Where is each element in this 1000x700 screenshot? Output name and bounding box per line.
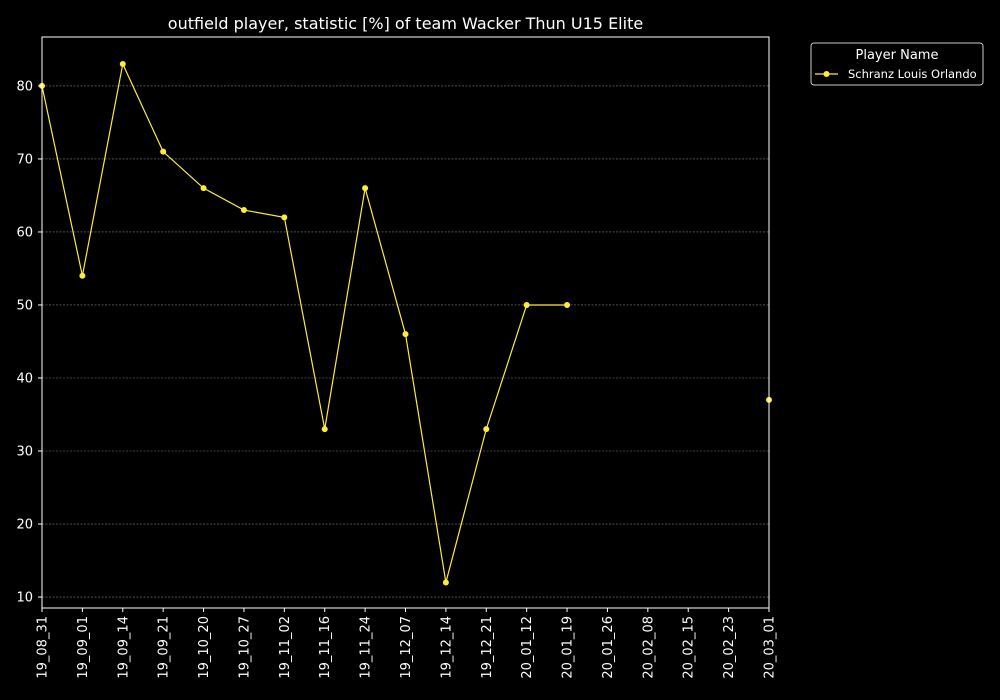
x-tick-label: 19_09_14: [116, 616, 131, 679]
data-point: [240, 207, 247, 214]
chart-title: outfield player, statistic [%] of team W…: [168, 14, 643, 33]
legend-title: Player Name: [856, 48, 939, 63]
x-tick-label: 20_01_26: [601, 616, 616, 679]
x-axis: 19_08_31 19_09_01 19_09_14 19_09_21 19_10_20…: [36, 608, 778, 679]
data-point: [523, 301, 530, 308]
x-tick-label: 19_12_14: [439, 616, 454, 679]
x-tick-label: 19_09_21: [157, 616, 172, 679]
plot-frame: [41, 36, 770, 609]
data-point: [160, 148, 167, 155]
data-point: [200, 185, 207, 192]
y-tick-label: 20: [16, 518, 33, 533]
x-tick-label: 20_02_23: [722, 616, 737, 679]
x-tick-label: 19_12_21: [480, 616, 495, 679]
data-point: [362, 185, 369, 192]
data-point: [442, 579, 449, 586]
x-tick-label: 19_11_16: [318, 616, 333, 679]
data-point: [483, 426, 490, 433]
legend-entry-label: Schranz Louis Orlando: [848, 67, 977, 81]
data-point: [281, 214, 288, 221]
y-tick-label: 80: [16, 79, 33, 94]
y-tick-label: 70: [16, 152, 33, 167]
x-tick-label: 19_11_02: [278, 616, 293, 679]
x-tick-label: 20_02_08: [641, 616, 656, 679]
x-tick-label: 20_02_15: [682, 616, 697, 679]
grid-lines: [42, 85, 769, 598]
x-tick-label: 19_08_31: [36, 616, 51, 679]
x-tick-label: 20_03_01: [763, 616, 778, 679]
x-tick-label: 20_01_19: [561, 616, 576, 679]
y-tick-label: 40: [16, 371, 33, 386]
x-tick-label: 19_10_27: [237, 616, 252, 679]
x-tick-label: 19_11_24: [359, 616, 374, 679]
data-point: [402, 331, 409, 338]
x-tick-label: 19_12_07: [399, 616, 414, 679]
data-point: [564, 301, 571, 308]
y-tick-label: 30: [16, 445, 33, 460]
x-tick-label: 20_01_12: [520, 616, 535, 679]
y-axis: 10 20 30 40 50 60 70 80: [16, 79, 42, 606]
legend-box: [810, 42, 984, 86]
series-layer: [39, 61, 772, 586]
x-tick-label: 19_09_01: [76, 616, 91, 679]
legend: Player Name Schranz Louis Orlando: [810, 42, 984, 86]
x-tick-label: 19_10_20: [197, 616, 212, 679]
data-point: [119, 61, 126, 68]
y-tick-label: 10: [16, 591, 33, 606]
y-tick-label: 50: [16, 298, 33, 313]
data-point: [321, 426, 328, 433]
series-line: [41, 62, 568, 583]
data-point: [79, 272, 86, 279]
legend-dot-marker: [823, 71, 830, 77]
y-tick-label: 60: [16, 225, 33, 240]
